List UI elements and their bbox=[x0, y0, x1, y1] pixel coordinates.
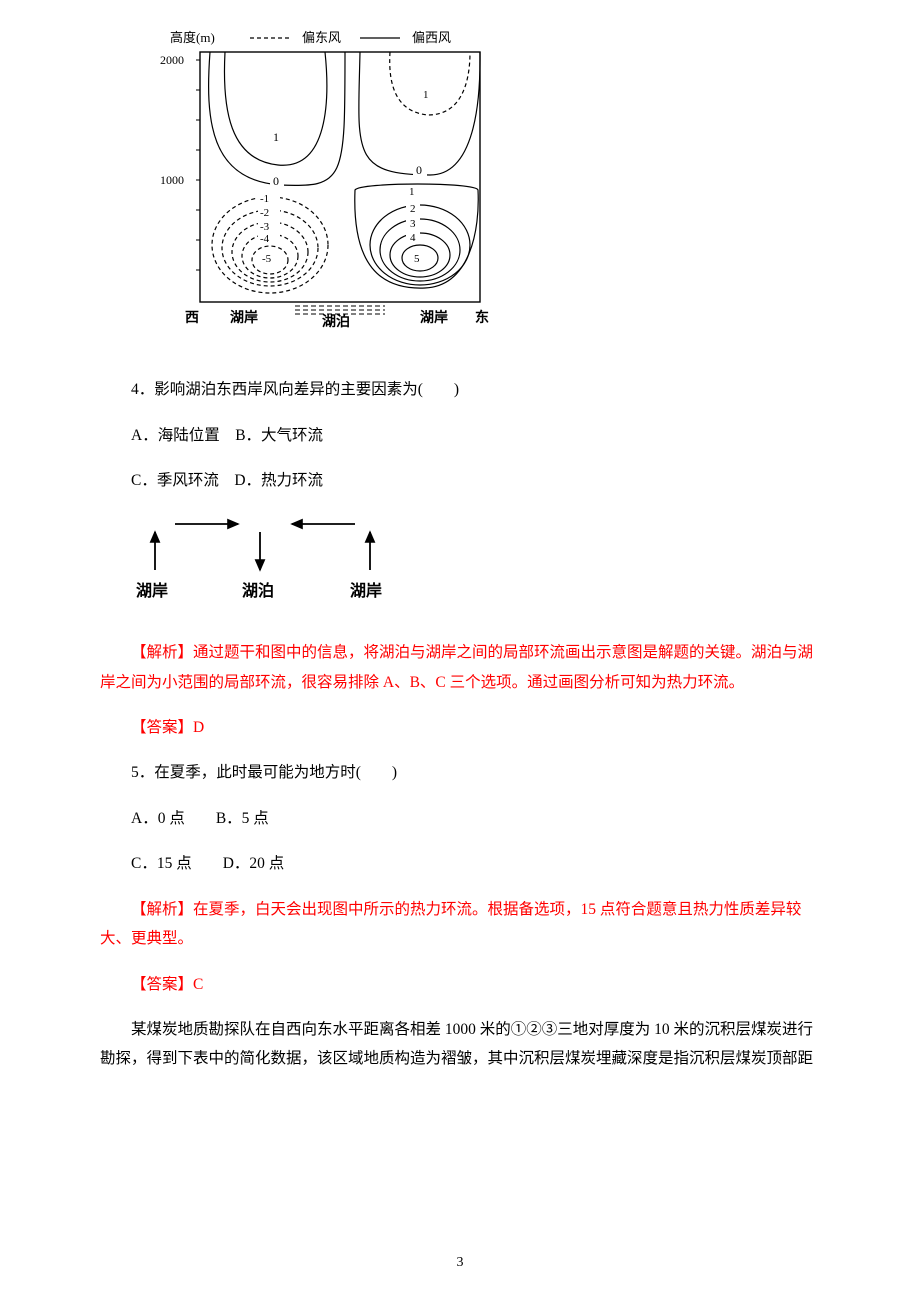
answer-tag: 【答案】 bbox=[131, 719, 193, 736]
left-solid-1-label: 1 bbox=[273, 130, 279, 144]
x-shore-e: 湖岸 bbox=[420, 309, 448, 326]
right-solid-0 bbox=[359, 52, 480, 175]
contour-svg: 高度(m) 偏东风 偏西风 2000 1000 1 bbox=[130, 30, 500, 340]
q5-optB: B．5 点 bbox=[216, 810, 269, 827]
q5-answer-value: C bbox=[193, 976, 203, 993]
circulation-arrow-figure: 湖岸 湖泊 湖岸 bbox=[120, 512, 820, 618]
q4-optB: B．大气环流 bbox=[235, 427, 323, 444]
explain-tag: 【解析】 bbox=[131, 644, 193, 661]
legend-dashed-label: 偏东风 bbox=[302, 30, 341, 45]
q4-answer: 【答案】D bbox=[100, 713, 820, 742]
q5-optA: A．0 点 bbox=[131, 810, 185, 827]
x-lake: 湖泊 bbox=[322, 313, 350, 330]
legend-solid-label: 偏西风 bbox=[412, 30, 451, 45]
answer-tag-5: 【答案】 bbox=[131, 976, 193, 993]
q4-opts-cd: C．季风环流 D．热力环流 bbox=[100, 466, 820, 495]
left-neg-2-label: -2 bbox=[260, 207, 269, 219]
x-east: 东 bbox=[475, 309, 489, 326]
wind-contour-figure: 高度(m) 偏东风 偏西风 2000 1000 1 bbox=[130, 30, 820, 351]
left-neg-5-label: -5 bbox=[262, 253, 272, 265]
q4-optC: C．季风环流 bbox=[131, 472, 219, 489]
q4-opts-ab: A．海陆位置 B．大气环流 bbox=[100, 421, 820, 450]
q5-stem: 5．在夏季，此时最可能为地方时( ) bbox=[100, 758, 820, 787]
explain-tag-5: 【解析】 bbox=[131, 901, 193, 918]
right-pos-2-label: 2 bbox=[410, 203, 416, 215]
right-solid-0-label: 0 bbox=[416, 163, 422, 177]
arrow-label-left: 湖岸 bbox=[136, 581, 168, 600]
plot-frame bbox=[200, 52, 480, 302]
left-neg-4-label: -4 bbox=[260, 233, 270, 245]
x-west: 西 bbox=[185, 310, 199, 326]
q4-optD: D．热力环流 bbox=[234, 472, 323, 489]
arrow-label-right: 湖岸 bbox=[350, 581, 382, 600]
left-neg-1-label: -1 bbox=[260, 193, 269, 205]
y-axis-title: 高度(m) bbox=[170, 30, 215, 45]
left-neg-3-label: -3 bbox=[260, 221, 270, 233]
ytick-2000: 2000 bbox=[160, 53, 184, 67]
right-dashed-1-label: 1 bbox=[423, 89, 429, 101]
q4-explain-text: 通过题干和图中的信息，将湖泊与湖岸之间的局部环流画出示意图是解题的关键。湖泊与湖… bbox=[100, 644, 813, 690]
arrow-svg: 湖岸 湖泊 湖岸 bbox=[120, 512, 390, 607]
coal-paragraph: 某煤炭地质勘探队在自西向东水平距离各相差 1000 米的①②③三地对厚度为 10… bbox=[100, 1015, 820, 1074]
q5-opts-cd: C．15 点 D．20 点 bbox=[100, 849, 820, 878]
right-pos-5-label: 5 bbox=[414, 253, 420, 265]
x-shore-w: 湖岸 bbox=[230, 309, 258, 326]
q4-answer-value: D bbox=[193, 719, 204, 736]
q5-optD: D．20 点 bbox=[223, 855, 285, 872]
right-dashed-1 bbox=[390, 52, 470, 115]
lake-hatch bbox=[295, 306, 385, 314]
arrow-label-mid: 湖泊 bbox=[242, 581, 274, 600]
left-solid-0-label: 0 bbox=[273, 174, 279, 188]
page-number: 3 bbox=[0, 1250, 920, 1277]
ytick-1000: 1000 bbox=[160, 173, 184, 187]
q5-answer: 【答案】C bbox=[100, 970, 820, 999]
right-pos-4-label: 4 bbox=[410, 232, 416, 244]
q4-stem: 4．影响湖泊东西岸风向差异的主要因素为( ) bbox=[100, 375, 820, 404]
q5-opts-ab: A．0 点 B．5 点 bbox=[100, 804, 820, 833]
q5-explain-text: 在夏季，白天会出现图中所示的热力环流。根据备选项，15 点符合题意且热力性质差异… bbox=[100, 901, 801, 947]
right-pos-3-label: 3 bbox=[410, 218, 416, 230]
q5-optC: C．15 点 bbox=[131, 855, 192, 872]
right-pos-1-label: 1 bbox=[409, 186, 415, 198]
q4-explain: 【解析】通过题干和图中的信息，将湖泊与湖岸之间的局部环流画出示意图是解题的关键。… bbox=[100, 638, 820, 697]
left-solid-1 bbox=[224, 52, 326, 165]
q4-optA: A．海陆位置 bbox=[131, 427, 220, 444]
q5-explain: 【解析】在夏季，白天会出现图中所示的热力环流。根据备选项，15 点符合题意且热力… bbox=[100, 895, 820, 954]
